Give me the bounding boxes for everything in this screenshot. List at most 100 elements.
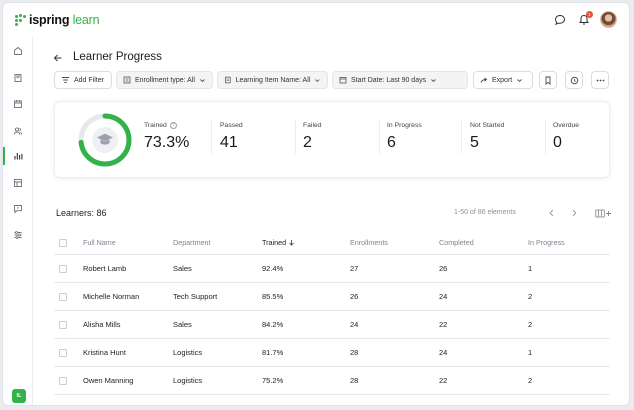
prev-page-icon[interactable] — [545, 207, 557, 219]
column-header-trained[interactable]: Trained — [262, 231, 295, 254]
graduation-cap-icon — [92, 127, 118, 153]
table-row[interactable]: Robert Lamb Sales 92.4% 27 26 1 — [54, 255, 610, 283]
help-icon[interactable]: ? — [169, 122, 177, 129]
row-checkbox[interactable] — [59, 376, 67, 385]
bookmark-icon — [545, 76, 551, 85]
list-icon — [123, 76, 131, 84]
cell-trained: 81.7% — [262, 348, 284, 357]
metric-value: 2 — [303, 134, 312, 151]
column-header-enrollments[interactable]: Enrollments — [350, 238, 388, 247]
cell-full-name[interactable]: Robert Lamb — [83, 264, 127, 273]
back-arrow-icon[interactable] — [51, 51, 65, 65]
bookmark-button[interactable] — [539, 71, 557, 89]
column-header-in-progress[interactable]: In Progress — [528, 238, 565, 247]
cell-enrollments: 28 — [350, 376, 359, 385]
clock-icon — [570, 76, 578, 84]
metric-failed: Failed 2 — [303, 122, 322, 152]
column-header-completed[interactable]: Completed — [439, 238, 474, 247]
start-date-filter[interactable]: Start Date: Last 90 days — [332, 71, 468, 89]
cell-in-progress: 1 — [528, 264, 533, 273]
ring-progress-arc — [78, 113, 132, 167]
chevron-down-icon — [200, 78, 205, 82]
learning-item-label: Learning Item Name: All — [235, 76, 311, 84]
metric-value: 41 — [220, 134, 238, 151]
notifications-bell-icon[interactable]: 1 — [576, 10, 593, 28]
table-header-row: Full Name Department Trained Enrollments… — [54, 231, 610, 255]
metric-value: 6 — [387, 134, 396, 151]
trained-progress-ring — [78, 113, 132, 167]
row-checkbox[interactable] — [59, 264, 67, 273]
learners-table: Full Name Department Trained Enrollments… — [54, 231, 610, 395]
home-icon[interactable] — [11, 44, 25, 58]
table-row[interactable]: Alisha Mills Sales 84.2% 24 22 2 — [54, 311, 610, 339]
cell-enrollments: 24 — [350, 320, 359, 329]
enrollment-type-label: Enrollment type: All — [135, 76, 195, 84]
more-options-button[interactable] — [591, 71, 609, 89]
users-icon[interactable] — [11, 124, 25, 138]
app-window: ispring learn 1 — [2, 2, 630, 406]
row-checkbox[interactable] — [59, 292, 67, 301]
select-all-checkbox[interactable] — [59, 238, 67, 247]
book-icon[interactable] — [11, 71, 25, 85]
next-page-icon[interactable] — [568, 207, 580, 219]
learners-count-title: Learners: 86 — [56, 208, 107, 218]
cell-completed: 22 — [439, 320, 448, 329]
column-header-department[interactable]: Department — [173, 238, 211, 247]
cell-full-name[interactable]: Owen Manning — [83, 376, 134, 385]
metric-label: Trained — [144, 122, 167, 129]
cell-full-name[interactable]: Kristina Hunt — [83, 348, 126, 357]
logo-mark-icon — [15, 14, 26, 26]
schedule-button[interactable] — [565, 71, 583, 89]
table-row[interactable]: Kristina Hunt Logistics 81.7% 28 24 1 — [54, 339, 610, 367]
calendar-icon[interactable] — [11, 97, 25, 111]
metric-not-started: Not Started 5 — [470, 122, 504, 152]
add-filter-button[interactable]: Add Filter — [54, 71, 112, 89]
column-settings-icon[interactable] — [594, 207, 612, 219]
document-icon — [225, 76, 231, 84]
metric-in-progress: In Progress 6 — [387, 122, 422, 152]
metric-label: In Progress — [387, 122, 422, 129]
cell-in-progress: 2 — [528, 320, 533, 329]
sort-down-arrow-icon — [289, 240, 294, 246]
cell-enrollments: 26 — [350, 292, 359, 301]
learning-item-filter[interactable]: Learning Item Name: All — [217, 71, 328, 89]
pagination-text: 1-50 of 86 elements — [454, 209, 516, 216]
metric-overdue: Overdue 0 — [553, 122, 579, 152]
cell-completed: 24 — [439, 348, 448, 357]
export-button[interactable]: Export — [473, 71, 533, 89]
cell-full-name[interactable]: Alisha Mills — [83, 320, 121, 329]
settings-sliders-icon[interactable] — [11, 228, 25, 242]
cell-enrollments: 28 — [350, 348, 359, 357]
cell-trained: 75.2% — [262, 376, 284, 385]
column-header-full-name[interactable]: Full Name — [83, 238, 116, 247]
table-row[interactable]: Michelle Norman Tech Support 85.5% 26 24… — [54, 283, 610, 311]
row-checkbox[interactable] — [59, 348, 67, 357]
export-label: Export — [492, 76, 513, 84]
calendar-icon — [339, 77, 347, 84]
workspace-avatar[interactable]: IL — [12, 389, 26, 403]
chevron-down-icon — [431, 78, 436, 82]
summary-card: Trained? 73.3% Passed 41 Failed 2 In Pro… — [54, 101, 610, 178]
chat-icon[interactable] — [552, 12, 568, 28]
logo[interactable]: ispring learn — [15, 13, 100, 27]
divider — [461, 120, 462, 154]
gradebook-icon[interactable] — [11, 176, 25, 190]
cell-completed: 24 — [439, 292, 448, 301]
more-dots-icon — [596, 79, 604, 81]
chevron-down-icon — [315, 78, 320, 82]
table-row[interactable]: Owen Manning Logistics 75.2% 28 22 2 — [54, 367, 610, 395]
cell-department: Tech Support — [173, 292, 218, 301]
user-avatar[interactable] — [600, 11, 617, 28]
cell-full-name[interactable]: Michelle Norman — [83, 292, 140, 301]
top-bar: ispring learn 1 — [3, 3, 629, 37]
message-icon[interactable] — [11, 202, 25, 216]
divider — [545, 120, 546, 154]
reports-icon[interactable] — [11, 149, 25, 163]
add-filter-label: Add Filter — [74, 76, 104, 84]
enrollment-type-filter[interactable]: Enrollment type: All — [116, 71, 213, 89]
logo-text: ispring learn — [29, 13, 100, 27]
cell-trained: 84.2% — [262, 320, 284, 329]
cell-enrollments: 27 — [350, 264, 359, 273]
cell-completed: 22 — [439, 376, 448, 385]
row-checkbox[interactable] — [59, 320, 67, 329]
